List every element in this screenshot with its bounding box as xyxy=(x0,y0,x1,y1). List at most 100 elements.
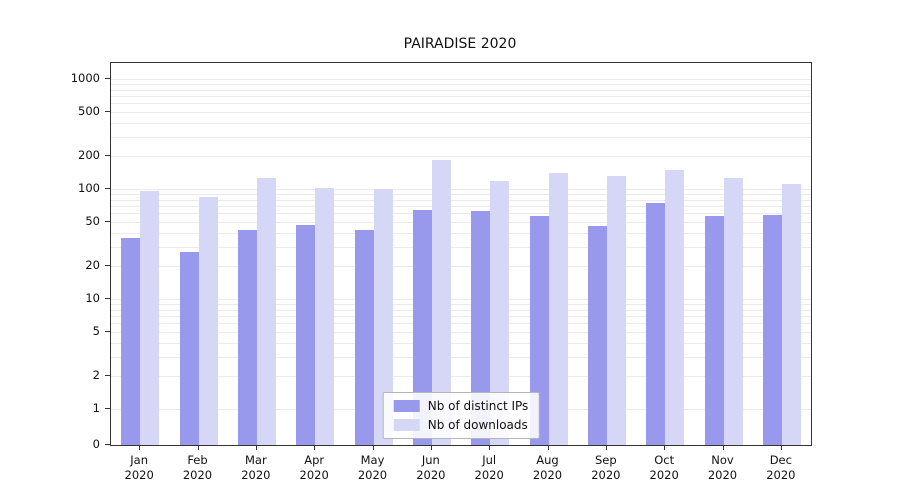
y-tick-mark-20 xyxy=(105,264,110,266)
gridline-600 xyxy=(111,103,811,105)
x-tick-mark-4 xyxy=(314,445,316,450)
x-tick-label-6: Jun 2020 xyxy=(416,453,446,482)
gridline-20 xyxy=(111,265,811,267)
x-tick-mark-6 xyxy=(430,445,432,450)
legend-label-distinct-ips: Nb of distinct IPs xyxy=(427,399,529,413)
gridline-400 xyxy=(111,122,811,124)
y-tick-label-10: 10 xyxy=(85,291,100,305)
gridline-90 xyxy=(111,194,811,196)
chart-title: PAIRADISE 2020 xyxy=(403,36,517,52)
legend-label-downloads: Nb of downloads xyxy=(427,418,528,432)
gridline-300 xyxy=(111,136,811,138)
y-tick-label-1: 1 xyxy=(92,401,100,415)
gridline-7 xyxy=(111,316,811,318)
bar-downloads-5 xyxy=(373,188,393,445)
x-tick-label-11: Nov 2020 xyxy=(707,453,738,482)
plot-area: Nb of distinct IPs Nb of downloads xyxy=(110,62,812,446)
bar-ips-12 xyxy=(762,215,782,445)
bar-ips-7 xyxy=(471,211,491,445)
x-tick-mark-9 xyxy=(605,445,607,450)
legend-swatch-downloads xyxy=(393,419,420,431)
gridline-8 xyxy=(111,309,811,311)
y-tick-mark-0 xyxy=(105,444,110,445)
bar-ips-2 xyxy=(179,251,199,445)
gridline-5 xyxy=(111,332,811,334)
bar-downloads-1 xyxy=(140,191,160,445)
bar-downloads-6 xyxy=(431,159,451,445)
gridline-3 xyxy=(111,356,811,358)
bar-ips-6 xyxy=(412,209,432,445)
y-tick-label-20: 20 xyxy=(85,257,100,272)
gridline-200 xyxy=(111,155,811,157)
gridline-100 xyxy=(111,189,811,190)
legend-item-distinct-ips: Nb of distinct IPs xyxy=(393,399,529,413)
bar-ips-10 xyxy=(646,203,666,445)
gridline-500 xyxy=(111,112,811,114)
x-tick-label-5: May 2020 xyxy=(357,453,388,482)
gridline-900 xyxy=(111,84,811,86)
x-tick-label-4: Apr 2020 xyxy=(299,453,329,482)
x-tick-mark-11 xyxy=(722,445,724,450)
gridline-800 xyxy=(111,89,811,91)
x-tick-label-3: Mar 2020 xyxy=(241,453,271,482)
bar-ips-9 xyxy=(587,226,607,445)
bar-ips-4 xyxy=(296,225,316,445)
y-tick-label-1000: 1000 xyxy=(70,71,100,85)
x-tick-mark-5 xyxy=(372,445,374,450)
x-tick-label-12: Dec 2020 xyxy=(766,453,796,482)
x-tick-mark-8 xyxy=(547,445,549,450)
bar-downloads-12 xyxy=(781,183,801,445)
gridline-9 xyxy=(111,304,811,306)
gridline-6 xyxy=(111,323,811,325)
x-tick-mark-1 xyxy=(139,445,141,450)
x-tick-mark-12 xyxy=(780,445,782,450)
y-tick-mark-2 xyxy=(105,374,110,376)
y-tick-mark-1000 xyxy=(105,78,110,79)
gridline-60 xyxy=(111,213,811,215)
y-tick-mark-50 xyxy=(105,221,110,223)
bar-downloads-11 xyxy=(723,178,743,445)
gridline-700 xyxy=(111,96,811,98)
x-tick-mark-2 xyxy=(197,445,199,450)
y-tick-label-2: 2 xyxy=(92,367,100,382)
y-tick-mark-100 xyxy=(105,188,110,189)
bar-downloads-3 xyxy=(256,178,276,445)
x-tick-label-8: Aug 2020 xyxy=(532,453,563,482)
x-tick-label-10: Oct 2020 xyxy=(649,453,679,482)
x-tick-label-1: Jan 2020 xyxy=(124,453,154,482)
y-tick-label-0: 0 xyxy=(92,437,100,451)
bar-downloads-10 xyxy=(665,169,685,445)
gridline-50 xyxy=(111,222,811,224)
y-tick-mark-1 xyxy=(105,408,110,409)
bar-ips-8 xyxy=(529,215,549,445)
bar-downloads-2 xyxy=(198,196,218,445)
gridline-10 xyxy=(111,299,811,300)
y-tick-mark-5 xyxy=(105,331,110,333)
y-tick-label-500: 500 xyxy=(78,104,100,119)
bar-ips-3 xyxy=(237,230,257,445)
gridline-1000 xyxy=(111,79,811,80)
gridline-40 xyxy=(111,232,811,234)
x-tick-mark-3 xyxy=(255,445,257,450)
legend-item-downloads: Nb of downloads xyxy=(393,418,529,432)
bar-ips-5 xyxy=(354,230,374,445)
gridline-80 xyxy=(111,199,811,201)
bar-ips-1 xyxy=(121,237,141,445)
bar-downloads-4 xyxy=(315,187,335,445)
gridline-30 xyxy=(111,246,811,248)
x-tick-mark-10 xyxy=(664,445,666,450)
bar-ips-11 xyxy=(704,215,724,445)
y-tick-mark-200 xyxy=(105,154,110,156)
y-tick-label-5: 5 xyxy=(92,324,100,339)
x-tick-label-9: Sep 2020 xyxy=(591,453,621,482)
bar-downloads-7 xyxy=(490,181,510,445)
gridline-2 xyxy=(111,375,811,377)
legend: Nb of distinct IPs Nb of downloads xyxy=(382,392,540,439)
bar-downloads-9 xyxy=(606,176,626,445)
y-tick-label-50: 50 xyxy=(85,214,100,229)
y-tick-mark-500 xyxy=(105,111,110,113)
x-tick-mark-7 xyxy=(489,445,491,450)
gridline-4 xyxy=(111,342,811,344)
bar-downloads-8 xyxy=(548,172,568,445)
